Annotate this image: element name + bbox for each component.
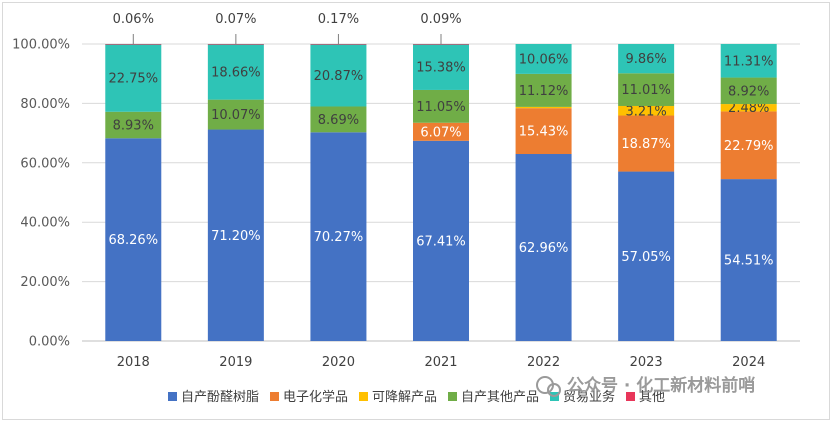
y-tick-label: 100.00% <box>12 38 70 53</box>
data-label: 10.06% <box>519 52 569 67</box>
bar-segment <box>310 44 367 107</box>
y-tick-label: 20.00% <box>20 275 70 290</box>
x-tick-label: 2024 <box>732 355 765 370</box>
data-label: 68.26% <box>108 233 158 248</box>
bar-segment <box>618 73 675 106</box>
data-label: 15.43% <box>519 125 569 140</box>
x-tick-label: 2021 <box>424 355 457 370</box>
bar-segment <box>720 179 777 341</box>
bar-segment <box>413 122 469 141</box>
data-label: 8.69% <box>318 113 359 128</box>
data-label: 18.87% <box>621 137 671 152</box>
legend-swatch <box>270 392 279 401</box>
data-label: 71.20% <box>211 229 261 244</box>
data-label: 8.92% <box>728 84 769 99</box>
x-tick-label: 2023 <box>630 355 663 370</box>
y-tick-label: 80.00% <box>20 97 70 112</box>
bar-segment <box>618 115 675 172</box>
data-label: 8.93% <box>113 119 154 134</box>
bar-segment <box>105 138 162 341</box>
data-label: 0.09% <box>420 12 461 27</box>
bar-segment <box>207 44 264 45</box>
chart-frame <box>2 2 830 420</box>
legend-swatch <box>448 392 457 401</box>
bar-segment <box>310 132 367 341</box>
data-label: 0.07% <box>215 12 256 27</box>
bar-segment <box>413 140 469 341</box>
x-tick-label: 2022 <box>527 355 560 370</box>
data-label: 67.41% <box>416 234 466 249</box>
watermark-text: 公众号 · 化工新材料前哨 <box>567 375 755 396</box>
legend-label: 自产其他产品 <box>461 390 539 405</box>
data-label: 57.05% <box>621 250 671 265</box>
x-tick-label: 2018 <box>117 355 150 370</box>
bar-segment <box>413 44 469 90</box>
y-tick-label: 40.00% <box>20 216 70 231</box>
legend-swatch <box>359 392 368 401</box>
bar-segment <box>720 43 777 78</box>
bar-segment <box>618 171 675 341</box>
data-label: 6.07% <box>420 125 461 140</box>
legend-label: 电子化学品 <box>283 389 348 405</box>
data-label: 11.01% <box>621 83 671 98</box>
data-label: 2.48% <box>728 101 769 116</box>
data-label: 11.05% <box>416 100 466 115</box>
bar-segment <box>413 89 469 123</box>
data-label: 11.12% <box>519 84 569 99</box>
data-label: 15.38% <box>416 61 466 76</box>
data-label: 11.31% <box>724 54 774 69</box>
bar-segment <box>413 44 469 45</box>
data-label: 3.21% <box>625 104 666 119</box>
bar-segment <box>105 44 162 45</box>
wechat-icon-bubble <box>547 383 561 397</box>
data-label: 22.75% <box>108 71 158 86</box>
data-label: 22.79% <box>724 139 774 154</box>
bar-segment <box>618 105 675 116</box>
bar-segment <box>618 44 675 74</box>
bar-segment <box>720 77 777 105</box>
bar-segment <box>310 106 367 133</box>
legend-label: 贸易业务 <box>563 389 615 405</box>
y-tick-label: 60.00% <box>20 156 70 171</box>
y-tick-label: 0.00% <box>29 335 70 350</box>
legend-swatch <box>626 392 635 401</box>
legend-label: 其他 <box>639 390 665 405</box>
bar-segment <box>720 111 777 180</box>
data-label: 62.96% <box>519 241 569 256</box>
legend-label: 自产酚醛树脂 <box>181 389 259 405</box>
data-label: 70.27% <box>314 230 364 245</box>
data-label: 54.51% <box>724 254 774 269</box>
data-label: 9.86% <box>625 52 666 67</box>
data-label: 0.17% <box>318 12 359 27</box>
bar-segment <box>207 44 264 100</box>
bar-segment <box>515 106 572 109</box>
data-label: 10.07% <box>211 108 261 123</box>
bar-segment <box>515 73 572 107</box>
bar-segment <box>310 44 367 45</box>
x-tick-label: 2020 <box>322 355 355 370</box>
bar-segment <box>105 44 162 112</box>
data-label: 18.66% <box>211 65 261 80</box>
bar-segment <box>515 154 572 341</box>
bar-segment <box>207 129 264 341</box>
data-label: 0.06% <box>113 12 154 27</box>
bar-segment <box>515 44 572 74</box>
bar-segment <box>720 104 777 112</box>
bar-segment <box>207 99 264 130</box>
legend-label: 可降解产品 <box>372 390 437 405</box>
data-label: 20.87% <box>314 69 364 84</box>
bar-segment <box>105 111 162 139</box>
x-tick-label: 2019 <box>219 355 252 370</box>
bar-segment <box>515 108 572 155</box>
legend-swatch <box>168 392 177 401</box>
